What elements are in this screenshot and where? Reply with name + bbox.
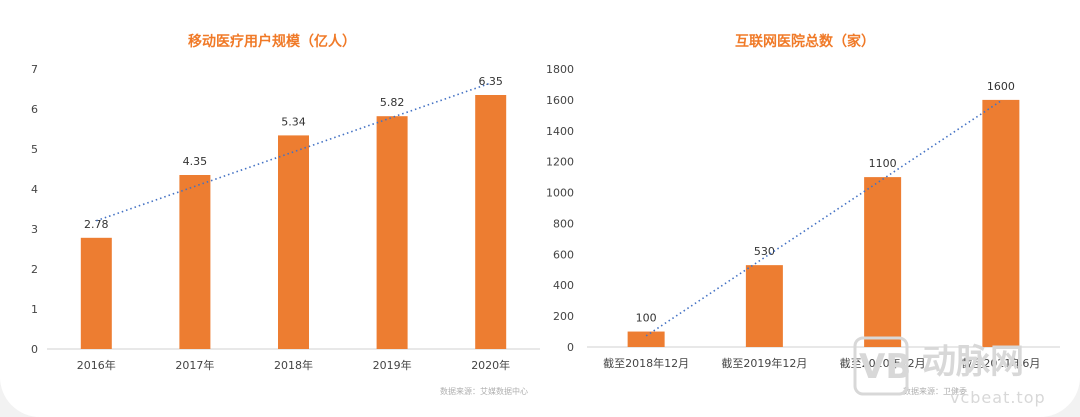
- brand-url: vcbeat.top: [950, 388, 1046, 407]
- chart-user-scale: 移动医疗用户规模（亿人） 0 1 2 3 4 5 6 7 2.78 2016年 4.35 2017年 5…: [31, 33, 540, 372]
- x-tick-label: 2017年: [175, 358, 214, 372]
- trendline: [645, 100, 1002, 337]
- bar: [376, 116, 408, 349]
- x-tick-label: 截至2018年12月: [603, 356, 689, 370]
- bar: [982, 99, 1020, 347]
- y-tick-label: 800: [553, 217, 574, 230]
- x-tick-label: 2018年: [274, 358, 313, 372]
- y-tick-label: 3: [31, 223, 38, 236]
- y-tick-label: 5: [31, 143, 38, 156]
- chart-title: 互联网医院总数（家）: [735, 33, 875, 50]
- data-label: 1100: [869, 157, 897, 170]
- data-label: 5.82: [380, 96, 405, 109]
- bar: [475, 95, 507, 349]
- data-label: 1600: [987, 80, 1015, 93]
- x-tick-label: 2020年: [471, 358, 510, 372]
- y-tick-label: 600: [553, 248, 574, 261]
- x-tick-label: 2016年: [77, 358, 116, 372]
- logo-text: VB: [859, 347, 911, 387]
- data-label: 530: [754, 245, 775, 258]
- bar: [179, 175, 211, 349]
- bar: [278, 135, 309, 349]
- data-label: 100: [636, 312, 657, 325]
- chart-title: 移动医疗用户规模（亿人）: [188, 33, 356, 50]
- data-label: 6.35: [478, 75, 503, 88]
- y-tick-label: 4: [31, 183, 38, 196]
- y-tick-label: 6: [31, 103, 38, 116]
- chart-internet-hospitals: 互联网医院总数（家） 0 200 400 600 800 1000 1200 1400 1600…: [546, 33, 1060, 370]
- brand-name: 动脉网: [922, 342, 1024, 382]
- y-tick-label: 400: [553, 279, 574, 292]
- x-tick-label: 2019年: [373, 358, 412, 372]
- watermark-logo: VB 动脉网 vcbeat.top: [853, 336, 1046, 407]
- y-tick-label: 0: [567, 341, 574, 354]
- data-label: 4.35: [183, 155, 208, 168]
- x-tick-label: 截至2019年12月: [721, 356, 807, 370]
- y-tick-label: 200: [553, 310, 574, 323]
- y-tick-label: 1400: [546, 125, 574, 138]
- data-label: 5.34: [281, 115, 306, 128]
- y-tick-label: 1000: [546, 187, 574, 200]
- bar: [745, 265, 783, 347]
- y-tick-label: 0: [31, 343, 38, 356]
- logo-frame: [853, 336, 909, 396]
- y-tick-label: 1800: [546, 63, 574, 76]
- y-tick-label: 1600: [546, 94, 574, 107]
- bar: [864, 177, 902, 347]
- y-tick-label: 7: [31, 63, 38, 76]
- x-tick-label: 截至2020年12月: [840, 356, 926, 370]
- y-tick-label: 1: [31, 303, 38, 316]
- x-tick-label: 截至2021年6月: [961, 356, 1040, 370]
- bar: [80, 237, 112, 349]
- bar: [627, 331, 665, 347]
- y-tick-label: 1200: [546, 156, 574, 169]
- source-note: 数据来源：艾媒数据中心: [440, 386, 528, 396]
- y-tick-label: 2: [31, 263, 38, 276]
- source-note: 数据来源：卫健委: [903, 386, 967, 396]
- data-label: 2.78: [84, 218, 109, 231]
